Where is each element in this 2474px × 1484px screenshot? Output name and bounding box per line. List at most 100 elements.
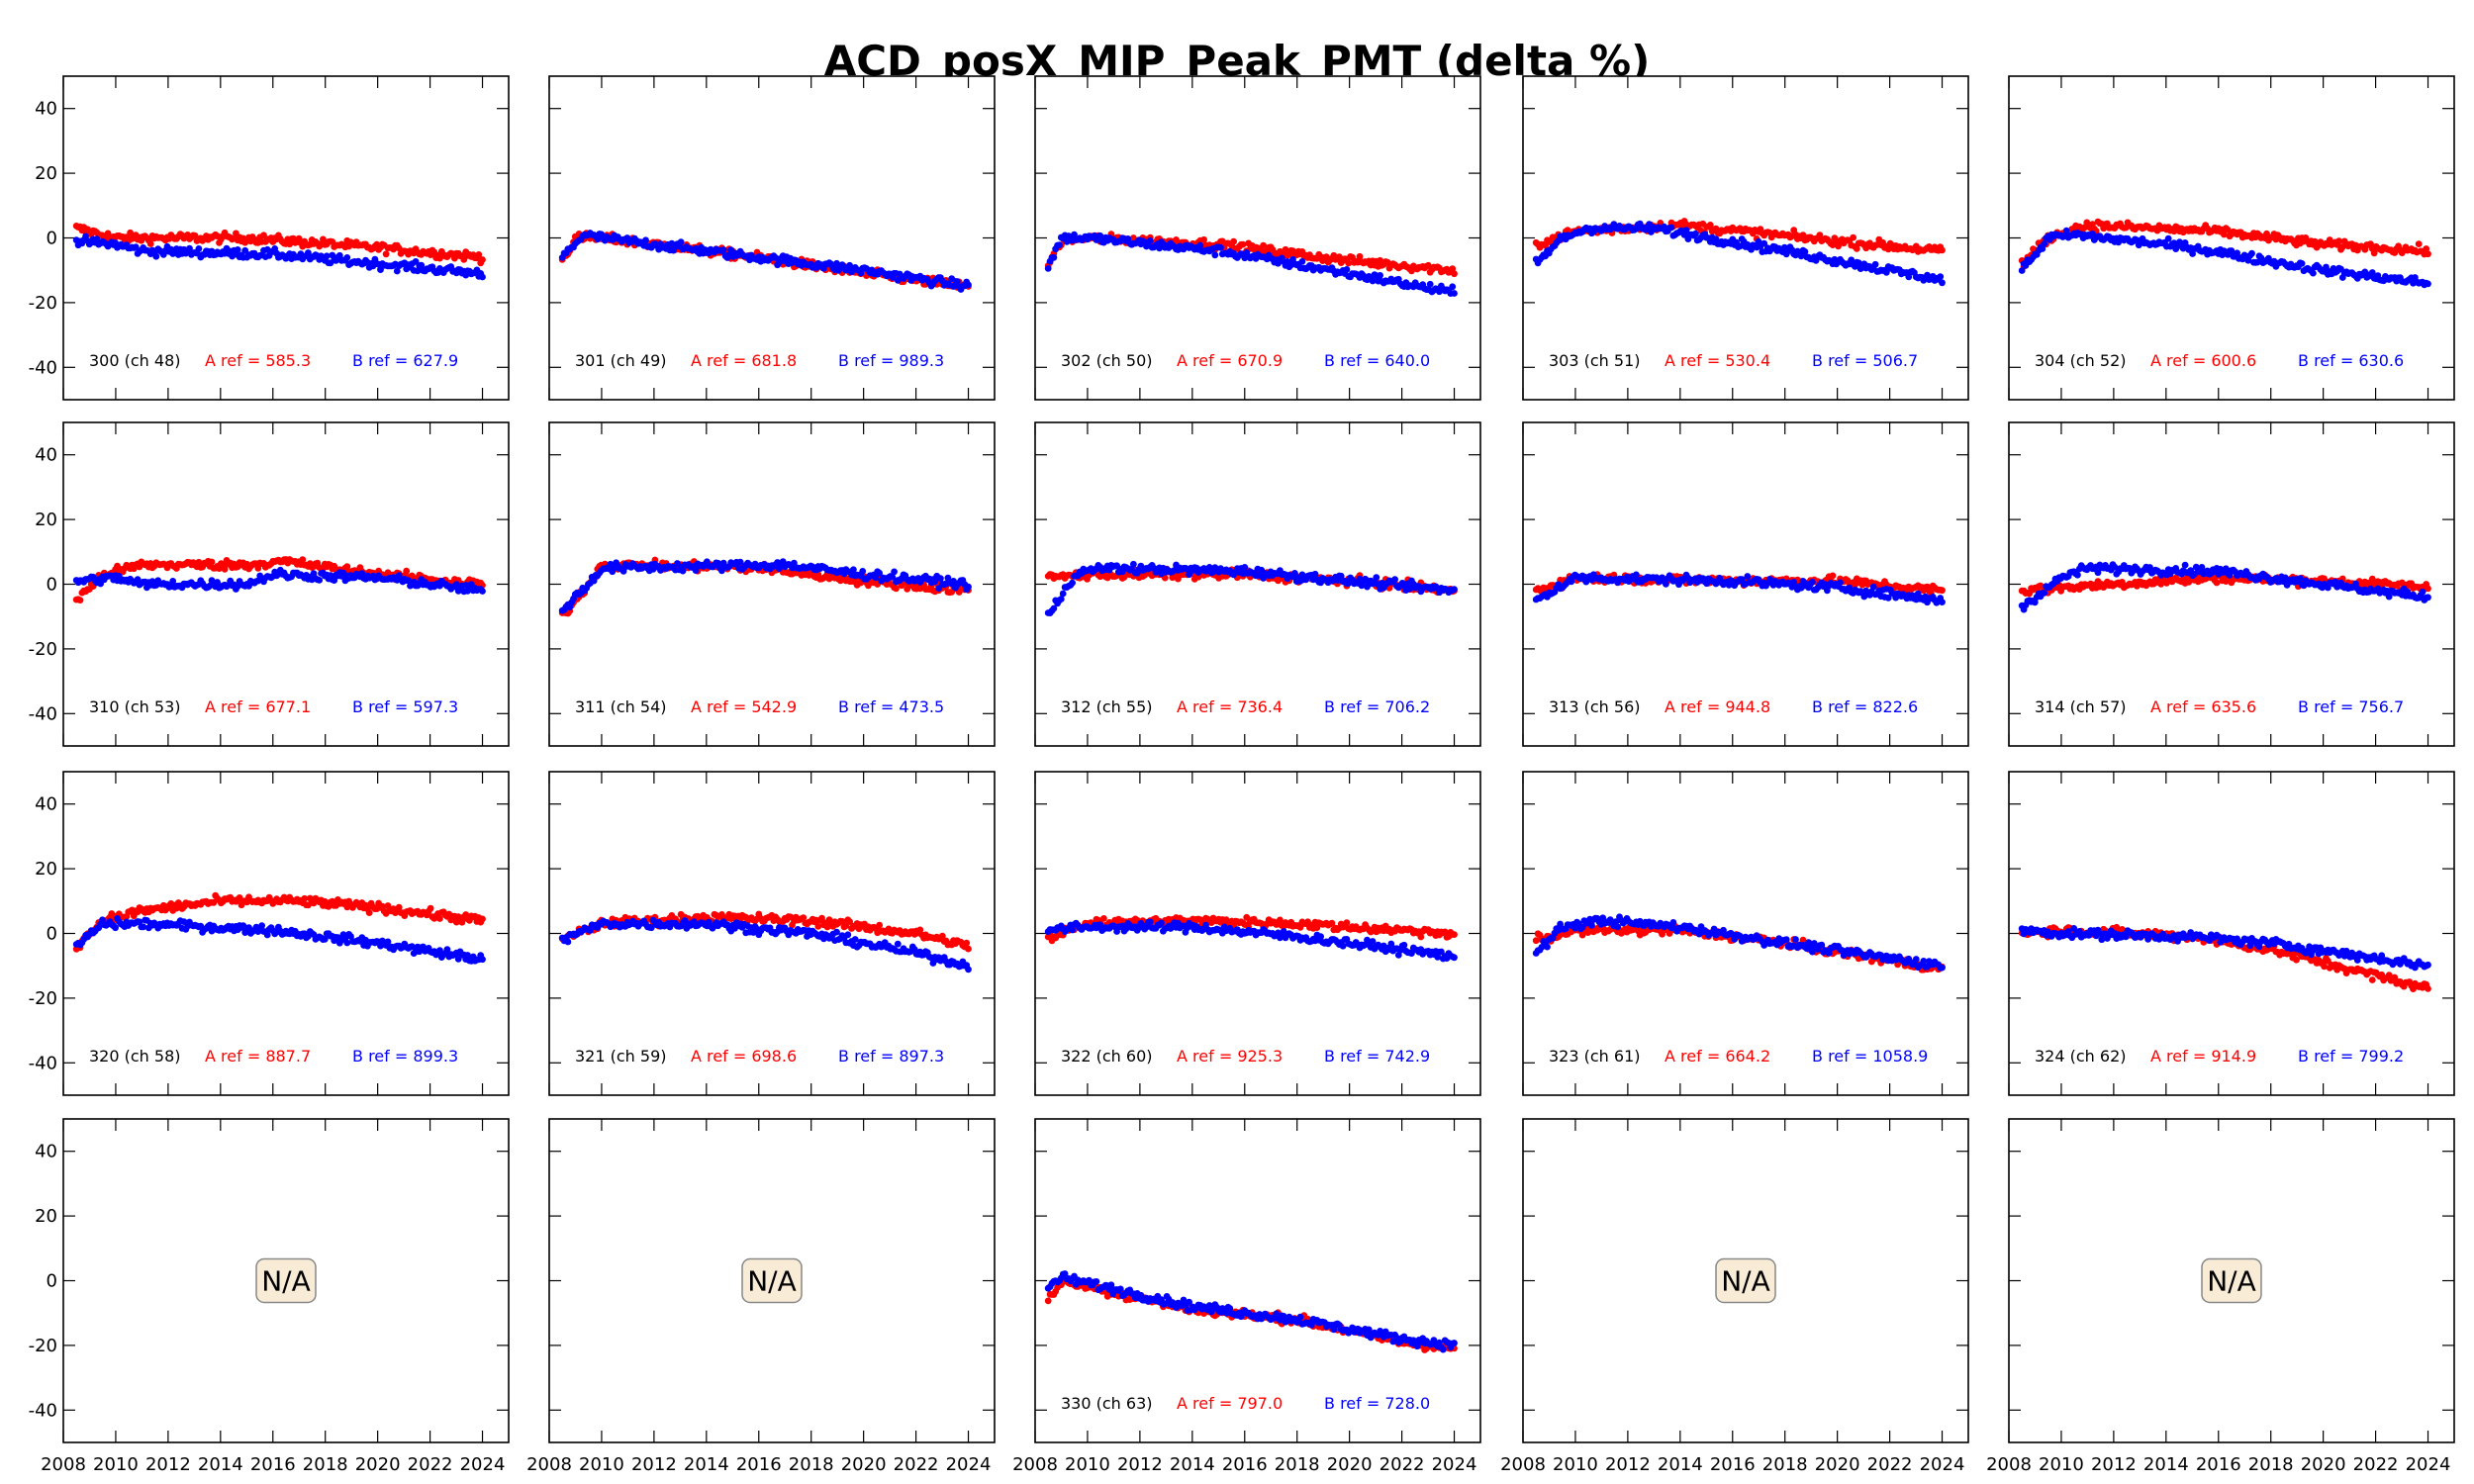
y-tick-label: 20 (35, 510, 57, 530)
data-point-B (772, 254, 780, 261)
data-point-A (286, 240, 294, 248)
data-point-B (1939, 279, 1946, 287)
data-point-A (1939, 246, 1946, 254)
data-point-A (1542, 241, 1549, 249)
data-point-B (2425, 594, 2431, 602)
panel: 312 (ch 55) A ref = 736.4 B ref = 706.2 (1034, 421, 1481, 747)
data-point-B (859, 568, 867, 575)
b-ref-label: B ref = 756.7 (2298, 697, 2404, 716)
data-point-B (186, 244, 193, 252)
data-point-B (1809, 578, 1816, 586)
data-point-A (1356, 252, 1364, 260)
data-point-A (146, 240, 154, 247)
series-B (1532, 220, 1946, 287)
data-point-B (2248, 249, 2255, 257)
data-point-A (1451, 270, 1458, 278)
a-ref-label: A ref = 736.4 (1177, 697, 1283, 716)
a-ref-label: A ref = 635.6 (2150, 697, 2256, 716)
y-tick-label: -20 (29, 639, 57, 660)
data-point-A (1850, 233, 1856, 241)
a-ref-label: A ref = 944.8 (1665, 697, 1770, 716)
data-point-B (594, 235, 602, 243)
data-point-B (1449, 283, 1457, 291)
data-point-B (335, 251, 343, 259)
series-A (72, 223, 486, 267)
data-point-A (2224, 226, 2232, 233)
data-point-B (719, 246, 727, 253)
data-point-B (1871, 260, 1879, 268)
data-point-B (1760, 239, 1768, 247)
data-point-B (642, 236, 649, 244)
data-point-B (1682, 227, 1690, 234)
data-point-B (1633, 571, 1640, 579)
data-point-B (479, 273, 486, 281)
b-ref-label: B ref = 989.3 (838, 351, 944, 370)
data-point-B (679, 567, 687, 575)
panel: 314 (ch 57) A ref = 635.6 B ref = 756.7 (2008, 421, 2455, 747)
data-point-B (1667, 224, 1675, 232)
y-tick-label: 40 (35, 445, 57, 466)
data-point-B (2041, 590, 2048, 597)
panel: 302 (ch 50) A ref = 670.9 B ref = 640.0 (1034, 75, 1481, 401)
data-point-A (2221, 231, 2228, 238)
data-point-A (1230, 237, 1237, 245)
a-ref-label: A ref = 677.1 (205, 697, 311, 716)
a-ref-label: A ref = 530.4 (1665, 351, 1770, 370)
panel: 313 (ch 56) A ref = 944.8 B ref = 822.6 (1522, 421, 1969, 747)
data-point-A (1200, 235, 1207, 243)
data-point-B (1044, 265, 1052, 272)
panel-label: 310 (ch 53) (89, 697, 181, 716)
data-point-B (343, 254, 351, 261)
data-point-B (1451, 290, 1458, 297)
data-point-B (2298, 260, 2306, 267)
data-point-A (1816, 232, 1824, 239)
data-point-B (1837, 579, 1844, 587)
series-B (72, 232, 486, 281)
data-point-A (436, 915, 443, 922)
b-ref-label: B ref = 706.2 (1324, 697, 1430, 716)
data-point-A (1835, 242, 1842, 250)
data-point-B (1451, 586, 1458, 594)
b-ref-label: B ref = 506.7 (1812, 351, 1918, 370)
data-point-A (76, 597, 84, 603)
a-ref-label: A ref = 600.6 (2150, 351, 2256, 370)
data-point-A (1829, 572, 1837, 580)
y-tick-label: -40 (29, 1053, 57, 1073)
data-point-B (1298, 258, 1306, 265)
data-point-B (1937, 273, 1945, 280)
data-point-B (479, 588, 486, 595)
data-point-A (427, 904, 434, 912)
y-tick-label: 20 (35, 859, 57, 880)
y-tick-label: -20 (29, 988, 57, 1009)
b-ref-label: B ref = 597.3 (352, 697, 458, 716)
data-point-A (365, 909, 373, 916)
series-B (558, 230, 972, 293)
b-ref-label: B ref = 822.6 (1812, 697, 1918, 716)
data-point-A (475, 251, 483, 258)
data-point-A (1706, 222, 1714, 229)
data-point-A (382, 250, 390, 258)
a-ref-label: A ref = 585.3 (205, 351, 311, 370)
data-point-B (891, 568, 898, 576)
data-point-B (948, 275, 956, 283)
data-point-B (1855, 259, 1862, 267)
a-ref-label: A ref = 681.8 (691, 351, 797, 370)
data-point-B (1801, 248, 1809, 255)
data-point-B (965, 281, 972, 289)
panel: 303 (ch 51) A ref = 530.4 B ref = 506.7 (1522, 75, 1969, 401)
a-ref-label: A ref = 542.9 (691, 697, 797, 716)
panel-label: 302 (ch 50) (1061, 351, 1153, 370)
data-point-A (1799, 232, 1807, 239)
panel: 311 (ch 54) A ref = 542.9 B ref = 473.5 (548, 421, 996, 747)
data-point-A (1260, 241, 1267, 249)
data-point-B (1069, 579, 1076, 587)
data-point-B (2164, 234, 2172, 242)
data-point-B (2310, 269, 2317, 277)
data-point-A (1345, 259, 1353, 267)
data-point-A (1239, 240, 1247, 248)
